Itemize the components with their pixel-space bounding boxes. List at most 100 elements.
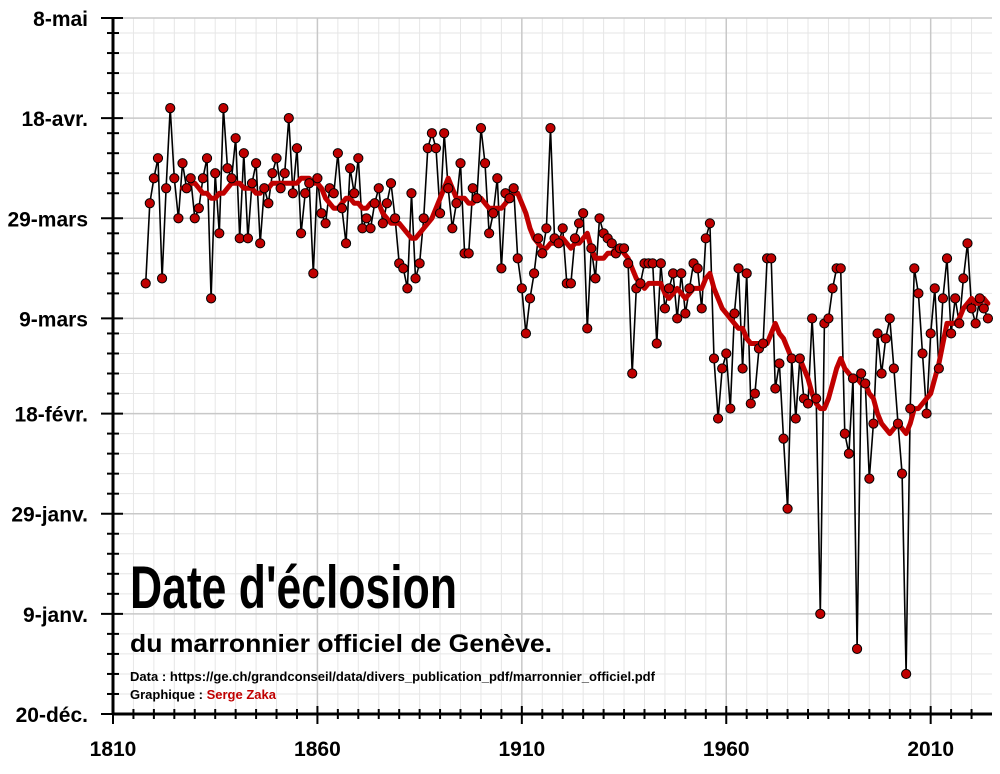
data-point [308, 268, 319, 279]
data-point [582, 323, 593, 334]
data-point [802, 398, 814, 409]
data-point [557, 223, 568, 234]
data-point [860, 378, 871, 389]
data-point [851, 643, 863, 655]
data-point [443, 183, 454, 194]
data-point [508, 183, 519, 194]
data-point [365, 223, 376, 234]
data-point [569, 233, 581, 244]
y-tick-label: 20-déc. [16, 704, 88, 727]
x-tick-label: 1810 [90, 738, 137, 761]
data-point [917, 348, 928, 359]
data-point [406, 188, 417, 199]
data-point [316, 208, 327, 219]
data-point [410, 273, 421, 284]
data-point [978, 303, 989, 314]
data-point [974, 293, 985, 304]
chart-subtitle: du marronnier officiel de Genève. [130, 630, 552, 658]
data-point [712, 413, 724, 424]
data-point [529, 268, 540, 279]
credit-label: Graphique : [130, 687, 203, 702]
data-point [287, 188, 298, 199]
data-point [496, 263, 507, 274]
data-point [545, 123, 556, 134]
data-point [868, 418, 879, 429]
data-point [516, 283, 527, 294]
data-point [618, 243, 630, 254]
data-point [451, 198, 462, 209]
data-point [933, 363, 944, 374]
credit-author: Serge Zaka [207, 687, 277, 702]
data-point [827, 283, 838, 294]
data-point [418, 213, 429, 224]
data-point [573, 218, 585, 229]
data-point [197, 173, 209, 184]
data-point [778, 433, 789, 444]
data-point [381, 198, 393, 209]
x-tick-label: 1960 [703, 738, 750, 761]
data-point [218, 103, 229, 114]
data-point [700, 233, 711, 244]
data-point [921, 408, 932, 419]
data-point [148, 173, 159, 184]
data-point [165, 103, 176, 114]
data-point [954, 318, 965, 329]
data-point [962, 238, 973, 249]
data-point [766, 253, 777, 264]
data-point [651, 338, 662, 349]
data-point [950, 293, 961, 304]
data-point [467, 183, 478, 194]
data-point [361, 213, 372, 224]
data-point [210, 168, 221, 179]
data-point [246, 178, 258, 189]
data-point [790, 413, 801, 424]
data-point [896, 468, 908, 479]
data-point [856, 368, 867, 379]
data-point [794, 353, 805, 364]
data-point [373, 183, 384, 194]
axes: 20-déc. 9-janv. 29-janv. 18-févr. 9-mars 29-m… [7, 8, 992, 761]
data-point [439, 128, 450, 139]
data-point [181, 183, 192, 194]
data-point [737, 363, 748, 374]
source: Data : https://ge.ch/grandconseil/data/d… [130, 669, 656, 684]
data-point [300, 188, 311, 199]
data-point [533, 233, 544, 244]
data-point [255, 238, 266, 249]
data-point [659, 303, 671, 314]
data-point [594, 213, 605, 224]
y-tick-label: 9-mars [19, 308, 88, 331]
data-point [929, 283, 940, 294]
data-point [173, 213, 184, 224]
data-point [627, 368, 638, 379]
data-point [349, 188, 360, 199]
data-point [807, 313, 818, 324]
data-point [741, 268, 752, 279]
data-point [623, 258, 634, 269]
data-point [982, 313, 994, 324]
data-point [757, 338, 769, 349]
data-point [504, 193, 515, 204]
data-point [958, 273, 969, 284]
data-point [169, 173, 180, 184]
x-tick-label: 2010 [907, 738, 954, 761]
data-point [880, 333, 891, 344]
data-point [512, 253, 523, 264]
data-point [680, 308, 691, 319]
data-point [332, 148, 343, 159]
data-point [320, 218, 331, 229]
data-point [398, 263, 409, 274]
data-point [811, 393, 822, 404]
data-point [226, 173, 237, 184]
data-point [970, 318, 981, 329]
data-point [206, 293, 217, 304]
data-point [238, 148, 249, 159]
data-point [447, 223, 458, 234]
data-point [250, 158, 262, 169]
x-tick-label: 1860 [294, 738, 341, 761]
data-point [946, 328, 957, 339]
data-point [892, 418, 904, 429]
data-point [479, 158, 491, 169]
data-point [267, 168, 278, 179]
